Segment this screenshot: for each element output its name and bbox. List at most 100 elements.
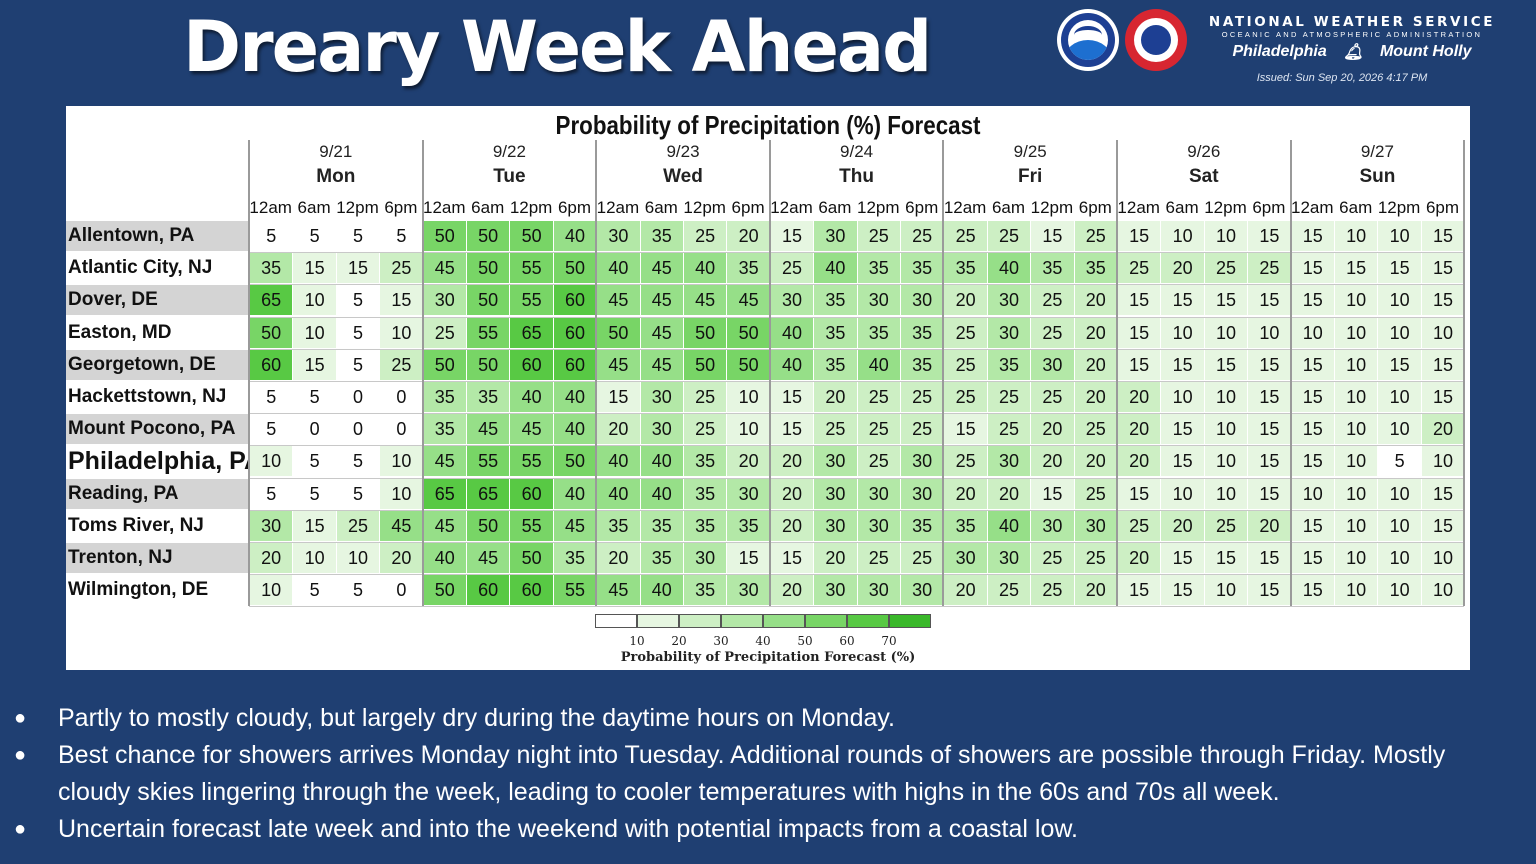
- pop-cell: 10: [1161, 382, 1204, 412]
- pop-cell: 10: [1335, 317, 1378, 348]
- pop-cell: 25: [814, 414, 857, 445]
- pop-cell: 35: [423, 382, 466, 412]
- pop-cell: 15: [1118, 317, 1161, 348]
- time-label: 12pm: [509, 198, 553, 217]
- pop-cell: 15: [1248, 349, 1291, 380]
- pop-cell: 15: [1421, 285, 1465, 316]
- time-label: 12pm: [1030, 198, 1074, 217]
- pop-cell: 10: [727, 414, 770, 445]
- pop-cell: 40: [553, 221, 597, 251]
- pop-cell: 25: [1074, 221, 1117, 251]
- pop-cell: 20: [1161, 253, 1204, 284]
- office-right: Mount Holly: [1379, 43, 1472, 60]
- pop-cell: 50: [467, 510, 510, 541]
- row-divider: [249, 445, 1465, 447]
- pop-cell: 20: [814, 382, 857, 412]
- day-divider: [595, 140, 598, 607]
- pop-cell: 15: [770, 382, 814, 412]
- pop-cell: 35: [814, 349, 857, 380]
- day-divider: [1463, 140, 1466, 607]
- pop-cell: 40: [640, 575, 683, 606]
- pop-cell: 10: [293, 317, 336, 348]
- pop-cell: 25: [684, 382, 727, 412]
- pop-cell: 35: [727, 510, 770, 541]
- pop-cell: 30: [727, 478, 770, 509]
- pop-cell: 20: [1074, 446, 1117, 477]
- pop-cell: 45: [467, 543, 510, 573]
- pop-cell: 25: [901, 221, 944, 251]
- pop-cell: 50: [553, 253, 597, 284]
- pop-cell: 25: [684, 221, 727, 251]
- pop-cell: 40: [987, 510, 1031, 541]
- pop-cell: 30: [857, 510, 900, 541]
- bullet-item: ● Partly to mostly cloudy, but largely dr…: [14, 700, 1524, 737]
- pop-cell: 5: [293, 478, 336, 509]
- row-divider: [249, 477, 1465, 479]
- pop-cell: 40: [857, 349, 900, 380]
- pop-cell: 15: [1118, 221, 1161, 251]
- pop-cell: 35: [684, 575, 727, 606]
- pop-cell: 10: [1204, 382, 1248, 412]
- pop-cell: 15: [1161, 446, 1204, 477]
- day-divider: [248, 140, 250, 607]
- time-label: 12pm: [1377, 198, 1421, 217]
- pop-cell: 40: [597, 253, 640, 284]
- pop-cell: 10: [1161, 478, 1204, 509]
- pop-cell: 40: [510, 382, 553, 412]
- row-divider: [249, 316, 1465, 318]
- pop-cell: 20: [1031, 414, 1074, 445]
- pop-cell: 25: [944, 317, 987, 348]
- pop-cell: 20: [597, 543, 640, 573]
- pop-cell: 15: [380, 285, 423, 316]
- pop-cell: 10: [1378, 221, 1421, 251]
- pop-cell: 20: [727, 446, 770, 477]
- time-label: 6am: [1165, 198, 1199, 217]
- pop-cell: 15: [1248, 575, 1291, 606]
- pop-cell: 5: [336, 446, 380, 477]
- pop-cell: 25: [684, 414, 727, 445]
- noaa-logo: [1057, 9, 1119, 71]
- pop-cell: 25: [944, 382, 987, 412]
- pop-cell: 5: [293, 446, 336, 477]
- pop-cell: 35: [640, 543, 683, 573]
- pop-cell: 30: [814, 221, 857, 251]
- pop-cell: 60: [467, 575, 510, 606]
- pop-cell: 45: [640, 349, 683, 380]
- pop-cell: 25: [380, 349, 423, 380]
- pop-cell: 55: [510, 510, 553, 541]
- city-label: Wilmington, DE: [68, 579, 209, 601]
- pop-cell: 50: [467, 349, 510, 380]
- pop-cell: 25: [380, 253, 423, 284]
- pop-cell: 15: [1248, 478, 1291, 509]
- pop-cell: 35: [553, 543, 597, 573]
- pop-cell: 15: [1421, 349, 1465, 380]
- pop-cell: 20: [944, 575, 987, 606]
- pop-cell: 25: [987, 382, 1031, 412]
- time-label: 6am: [297, 198, 331, 217]
- pop-cell: 15: [770, 414, 814, 445]
- pop-cell: 20: [1161, 510, 1204, 541]
- day-header: 9/23 Wed: [596, 142, 770, 188]
- pop-cell: 40: [553, 414, 597, 445]
- day-header: 9/27 Sun: [1291, 142, 1465, 188]
- pop-cell: 25: [1074, 543, 1117, 573]
- legend-swatch: [805, 614, 847, 628]
- pop-cell: 30: [901, 478, 944, 509]
- nws-logo: [1125, 9, 1187, 71]
- pop-cell: 15: [1248, 382, 1291, 412]
- pop-cell: 35: [901, 349, 944, 380]
- pop-cell: 15: [1291, 253, 1334, 284]
- city-label: Reading, PA: [66, 478, 249, 509]
- pop-cell: 0: [380, 575, 423, 606]
- pop-cell: 25: [1248, 253, 1291, 284]
- pop-cell: 15: [1161, 543, 1204, 573]
- pop-cell: 15: [336, 253, 380, 284]
- pop-cell: 10: [1378, 285, 1421, 316]
- pop-cell: 10: [1335, 478, 1378, 509]
- org-name: NATIONAL WEATHER SERVICE: [1208, 14, 1496, 30]
- time-label: 12am: [596, 198, 640, 217]
- time-label: 6pm: [1078, 198, 1112, 217]
- pop-cell: 15: [1204, 543, 1248, 573]
- day-date: 9/26: [1187, 142, 1221, 161]
- day-header: 9/21 Mon: [249, 142, 423, 188]
